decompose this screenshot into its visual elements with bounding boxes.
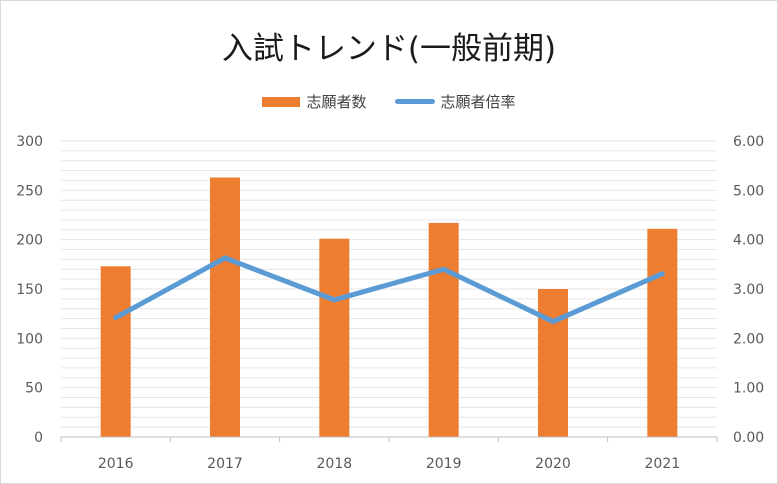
bar-series — [100, 177, 678, 438]
legend-item-applicants: 志願者数 — [262, 91, 367, 112]
bar — [100, 266, 131, 437]
x-tick-label: 2018 — [317, 456, 353, 472]
chart-legend: 志願者数 志願者倍率 — [1, 91, 777, 112]
y-left-tick-label: 300 — [16, 134, 43, 150]
x-tick-label: 2017 — [207, 456, 243, 472]
y-right-tick-label: 1.00 — [733, 381, 764, 397]
y-left-tick-label: 150 — [16, 282, 43, 298]
x-tick-label: 2019 — [426, 456, 462, 472]
gridlines — [61, 140, 717, 428]
ratio-line — [113, 255, 665, 325]
x-tick-label: 2020 — [535, 456, 571, 472]
y-right-tick-label: 2.00 — [733, 331, 764, 347]
y-right-tick-label: 5.00 — [733, 183, 764, 199]
legend-label-ratio: 志願者倍率 — [440, 93, 516, 111]
chart-title: 入試トレンド(一般前期) — [221, 31, 557, 67]
bar — [647, 228, 678, 437]
bar — [428, 222, 459, 437]
y-left-tick-label: 100 — [16, 331, 43, 347]
y-left-tick-label: 0 — [34, 430, 43, 446]
y-right-tick-label: 6.00 — [733, 134, 764, 150]
x-tick-label: 2021 — [645, 456, 681, 472]
legend-swatch-line — [394, 99, 435, 104]
y-left-tick-label: 50 — [25, 381, 43, 397]
legend-label-applicants: 志願者数 — [306, 93, 367, 111]
x-tick-label: 2016 — [98, 456, 134, 472]
y-left-tick-label: 250 — [16, 183, 43, 199]
y-right-tick-label: 4.00 — [733, 233, 764, 249]
bar — [538, 289, 568, 437]
y-right-tick-label: 0.00 — [733, 430, 764, 446]
y-right-tick-label: 3.00 — [733, 282, 764, 298]
bar — [210, 177, 240, 438]
line-series — [113, 255, 665, 325]
y-left-tick-label: 200 — [16, 233, 43, 249]
bar — [319, 238, 350, 437]
axes: 2016 2017 2018 2019 2020 2021 0 50 100 150 200 250 3… — [16, 134, 764, 472]
legend-item-ratio: 志願者倍率 — [394, 91, 516, 112]
legend-swatch-bar — [262, 96, 301, 107]
